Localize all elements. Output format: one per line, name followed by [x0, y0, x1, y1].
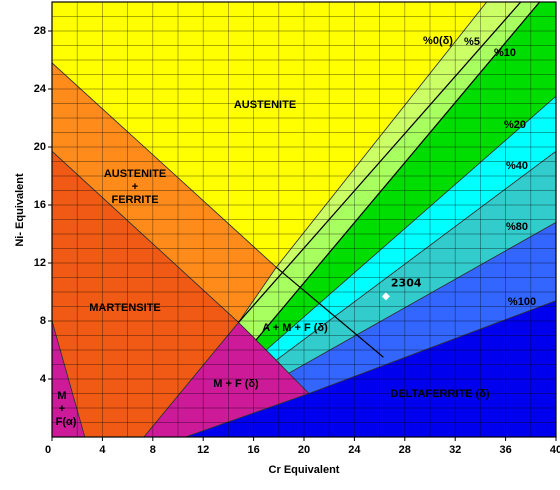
x-tick-label: 20 [298, 444, 310, 456]
y-tick-label: 8 [40, 315, 46, 327]
x-tick-label: 40 [550, 444, 560, 456]
ferrite-label: %100 [508, 296, 536, 308]
region-label: DELTAFERRITE (δ) [390, 388, 489, 400]
x-tick-label: 12 [197, 444, 209, 456]
point-label: 2304 [391, 276, 422, 289]
region-label: A + M + F (δ) [262, 322, 328, 334]
x-tick-label: 32 [449, 444, 461, 456]
y-tick-label: 28 [34, 25, 46, 37]
y-tick-label: 12 [34, 257, 46, 269]
boundary-line [238, 1, 522, 323]
x-tick-label: 28 [399, 444, 411, 456]
x-tick-label: 36 [499, 444, 511, 456]
ferrite-label: %10 [494, 47, 516, 59]
x-tick-label: 24 [348, 444, 361, 456]
region-label: + [132, 181, 138, 193]
ferrite-label: %20 [504, 119, 526, 131]
region-label: F(α) [56, 416, 77, 428]
region-label: + [59, 403, 65, 415]
ferrite-label: %0(δ) [423, 35, 453, 47]
region-label: M [57, 390, 66, 402]
y-tick-label: 4 [40, 373, 47, 385]
boundary-line [255, 1, 541, 341]
region-label: FERRITE [111, 194, 158, 206]
x-tick-label: 4 [99, 444, 106, 456]
y-tick-label: 24 [34, 83, 47, 95]
region-label: M + F (δ) [213, 378, 259, 390]
region-label: AUSTENITE [104, 168, 166, 180]
x-tick-label: 16 [247, 444, 259, 456]
ferrite-label: %5 [464, 36, 480, 48]
region-label: MARTENSITE [89, 302, 161, 314]
y-tick-label: 16 [34, 199, 46, 211]
x-tick-label: 0 [45, 444, 51, 456]
ferrite-label: %40 [506, 160, 528, 172]
boundary-line [275, 266, 384, 358]
x-tick-label: 8 [150, 444, 156, 456]
y-axis-title: Ni- Equivalent [14, 173, 26, 247]
region-label: AUSTENITE [234, 99, 296, 111]
ferrite-label: %80 [506, 221, 528, 233]
x-axis-title: Cr Equivalent [269, 464, 340, 476]
data-point [381, 292, 390, 301]
y-tick-label: 20 [34, 141, 46, 153]
